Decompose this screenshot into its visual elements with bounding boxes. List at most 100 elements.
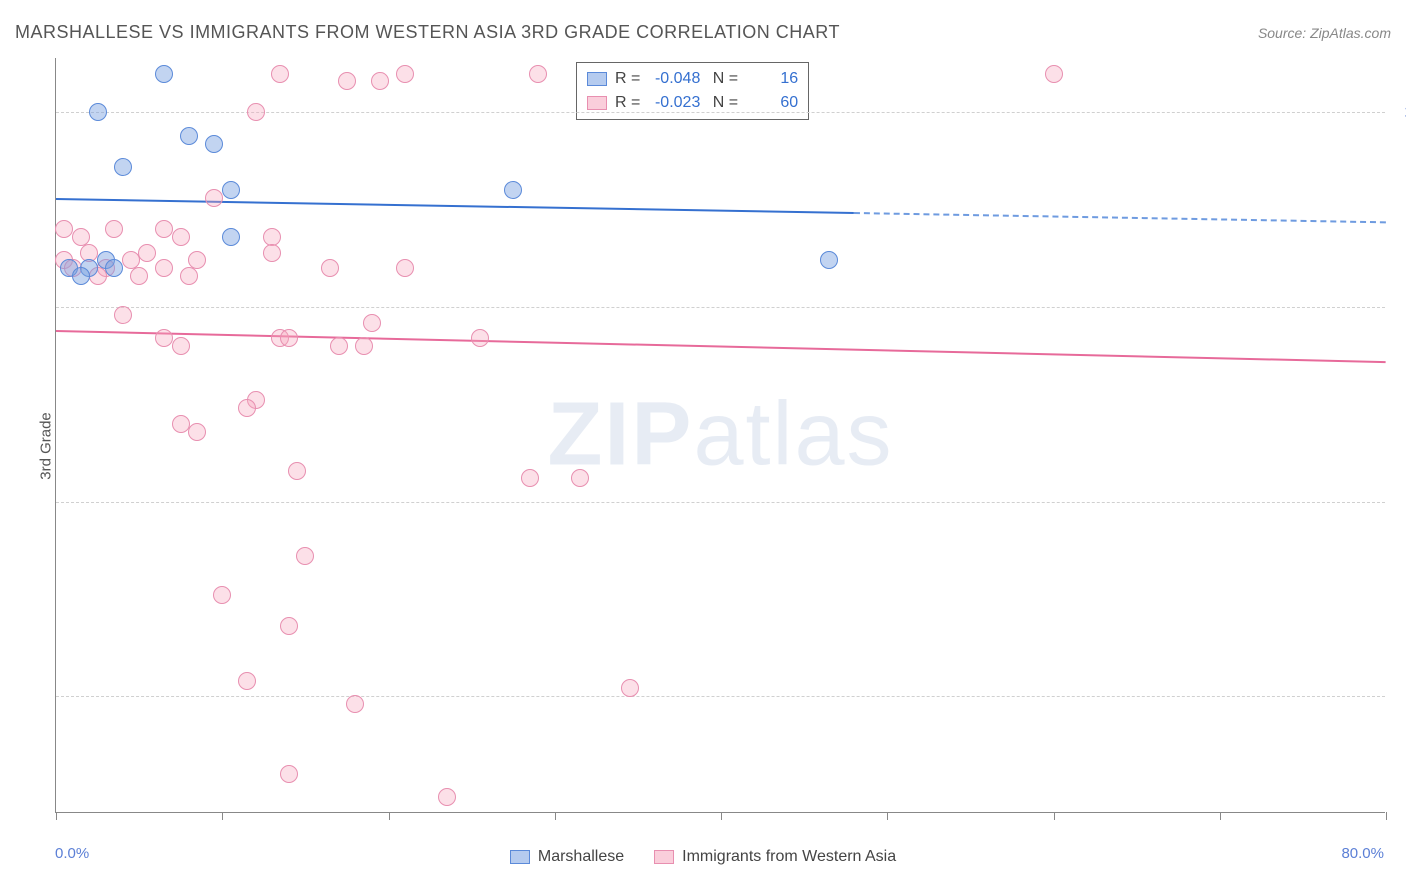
source-prefix: Source: <box>1258 25 1310 41</box>
y-tick-label: 100.0% <box>1395 104 1406 121</box>
scatter-point <box>222 228 240 246</box>
scatter-point <box>72 267 90 285</box>
scatter-point <box>296 547 314 565</box>
x-tick <box>721 812 722 820</box>
correlation-legend-box: R = -0.048 N = 16 R = -0.023 N = 60 <box>576 62 809 120</box>
scatter-point <box>504 181 522 199</box>
scatter-point <box>155 65 173 83</box>
trend-line <box>56 198 854 214</box>
scatter-point <box>396 65 414 83</box>
stat-value-n-pink: 60 <box>746 94 798 112</box>
scatter-point <box>529 65 547 83</box>
swatch-blue-icon <box>510 850 530 864</box>
scatter-point <box>330 337 348 355</box>
x-tick <box>389 812 390 820</box>
scatter-point <box>438 788 456 806</box>
scatter-point <box>172 228 190 246</box>
gridline <box>56 307 1385 308</box>
scatter-point <box>1045 65 1063 83</box>
stat-value-r-pink: -0.023 <box>648 94 700 112</box>
scatter-point <box>222 181 240 199</box>
scatter-point <box>188 251 206 269</box>
y-tick-label: 97.5% <box>1395 299 1406 316</box>
scatter-point <box>55 220 73 238</box>
stat-value-n-blue: 16 <box>746 70 798 88</box>
y-tick-label: 92.5% <box>1395 688 1406 705</box>
legend-bottom: Marshallese Immigrants from Western Asia <box>0 848 1406 866</box>
source-value: ZipAtlas.com <box>1310 25 1391 41</box>
scatter-point <box>280 765 298 783</box>
watermark-light: atlas <box>693 385 893 485</box>
scatter-point <box>321 259 339 277</box>
scatter-point <box>114 158 132 176</box>
chart-header: MARSHALLESE VS IMMIGRANTS FROM WESTERN A… <box>15 22 1391 43</box>
stat-label: N = <box>708 94 738 112</box>
scatter-point <box>213 586 231 604</box>
scatter-point <box>114 306 132 324</box>
swatch-blue-icon <box>587 72 607 86</box>
stat-value-r-blue: -0.048 <box>648 70 700 88</box>
legend-label-pink: Immigrants from Western Asia <box>682 848 896 866</box>
legend-item-pink: Immigrants from Western Asia <box>654 848 896 866</box>
trend-line <box>854 212 1386 223</box>
y-tick-label: 95.0% <box>1395 493 1406 510</box>
stat-label: R = <box>615 70 640 88</box>
scatter-point <box>355 337 373 355</box>
correlation-row-blue: R = -0.048 N = 16 <box>587 67 798 91</box>
scatter-point <box>371 72 389 90</box>
legend-item-blue: Marshallese <box>510 848 624 866</box>
scatter-point <box>621 679 639 697</box>
x-tick <box>555 812 556 820</box>
scatter-point <box>471 329 489 347</box>
gridline <box>56 696 1385 697</box>
stat-label: R = <box>615 94 640 112</box>
scatter-point <box>155 220 173 238</box>
scatter-point <box>238 672 256 690</box>
watermark-bold: ZIP <box>547 385 693 485</box>
scatter-point <box>571 469 589 487</box>
x-tick <box>1386 812 1387 820</box>
chart-title: MARSHALLESE VS IMMIGRANTS FROM WESTERN A… <box>15 22 840 43</box>
x-tick <box>887 812 888 820</box>
x-tick <box>1220 812 1221 820</box>
scatter-point <box>280 329 298 347</box>
scatter-point <box>138 244 156 262</box>
correlation-row-pink: R = -0.023 N = 60 <box>587 91 798 115</box>
scatter-point <box>205 135 223 153</box>
scatter-point <box>89 103 107 121</box>
scatter-point <box>396 259 414 277</box>
scatter-point <box>188 423 206 441</box>
scatter-point <box>130 267 148 285</box>
scatter-point <box>205 189 223 207</box>
trend-line <box>56 330 1386 363</box>
y-axis-label: 3rd Grade <box>37 412 54 480</box>
scatter-point <box>247 103 265 121</box>
scatter-point <box>521 469 539 487</box>
scatter-point <box>280 617 298 635</box>
scatter-point <box>155 329 173 347</box>
plot-area: ZIPatlas R = -0.048 N = 16 R = -0.023 N … <box>55 58 1385 813</box>
scatter-point <box>338 72 356 90</box>
x-tick <box>1054 812 1055 820</box>
scatter-point <box>820 251 838 269</box>
x-tick <box>56 812 57 820</box>
scatter-point <box>105 220 123 238</box>
scatter-point <box>172 415 190 433</box>
gridline <box>56 502 1385 503</box>
scatter-point <box>180 267 198 285</box>
scatter-point <box>263 244 281 262</box>
scatter-point <box>238 399 256 417</box>
scatter-point <box>346 695 364 713</box>
swatch-pink-icon <box>587 96 607 110</box>
chart-source: Source: ZipAtlas.com <box>1258 25 1391 41</box>
x-tick <box>222 812 223 820</box>
stat-label: N = <box>708 70 738 88</box>
scatter-point <box>180 127 198 145</box>
watermark: ZIPatlas <box>547 384 893 487</box>
swatch-pink-icon <box>654 850 674 864</box>
scatter-point <box>105 259 123 277</box>
scatter-point <box>155 259 173 277</box>
scatter-point <box>172 337 190 355</box>
scatter-point <box>288 462 306 480</box>
scatter-point <box>363 314 381 332</box>
